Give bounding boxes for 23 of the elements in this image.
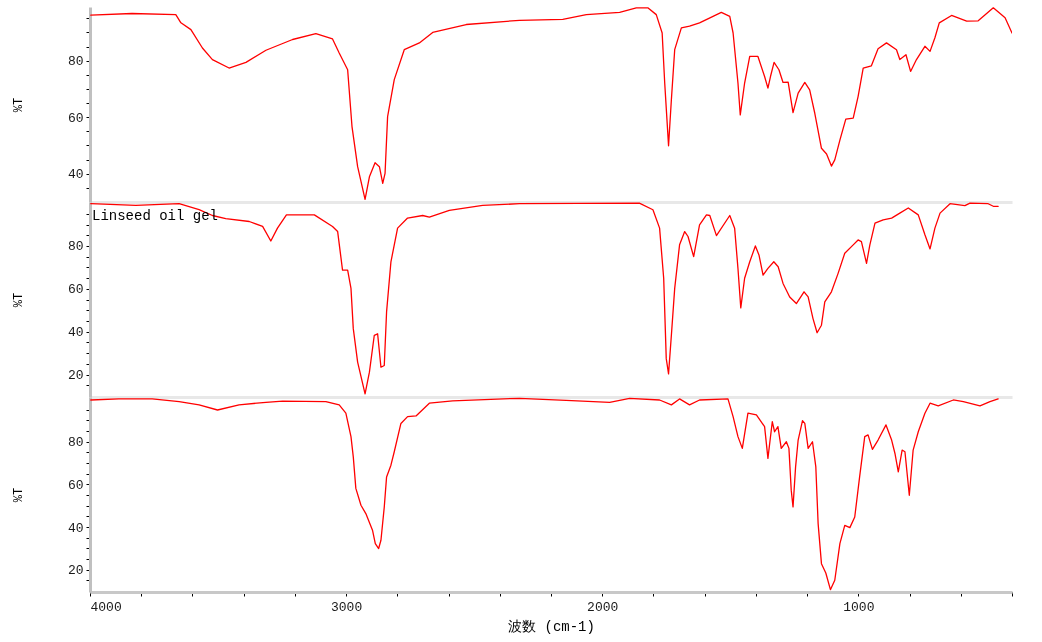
series-label: Linseed oil gel xyxy=(92,208,219,224)
y-axis-title: %T xyxy=(11,487,26,503)
x-tick-label: 4000 xyxy=(90,599,122,615)
x-tick-label: 2000 xyxy=(587,599,619,615)
y-tick-label: 20 xyxy=(67,563,84,579)
y-tick-label: 40 xyxy=(67,167,84,183)
y-axis-title: %T xyxy=(11,97,26,113)
x-axis-title: 波数 (cm-1) xyxy=(508,618,595,635)
line-series xyxy=(90,7,1012,201)
y-tick-label: 40 xyxy=(67,325,84,341)
y-tick-label: 60 xyxy=(67,477,84,493)
y-tick-label: 80 xyxy=(67,435,84,451)
line-series xyxy=(90,397,999,591)
line-series xyxy=(90,202,999,395)
y-tick-label: 40 xyxy=(67,520,84,536)
y-tick-label: 20 xyxy=(67,368,84,383)
y-tick-label: 80 xyxy=(67,54,84,70)
y-tick-label: 60 xyxy=(67,282,84,298)
y-axis-title: %T xyxy=(11,292,26,308)
x-tick-label: 1000 xyxy=(843,599,875,615)
y-tick-label: 60 xyxy=(67,110,84,126)
y-tick-label: 80 xyxy=(67,239,84,255)
x-tick-label: 3000 xyxy=(331,599,363,615)
